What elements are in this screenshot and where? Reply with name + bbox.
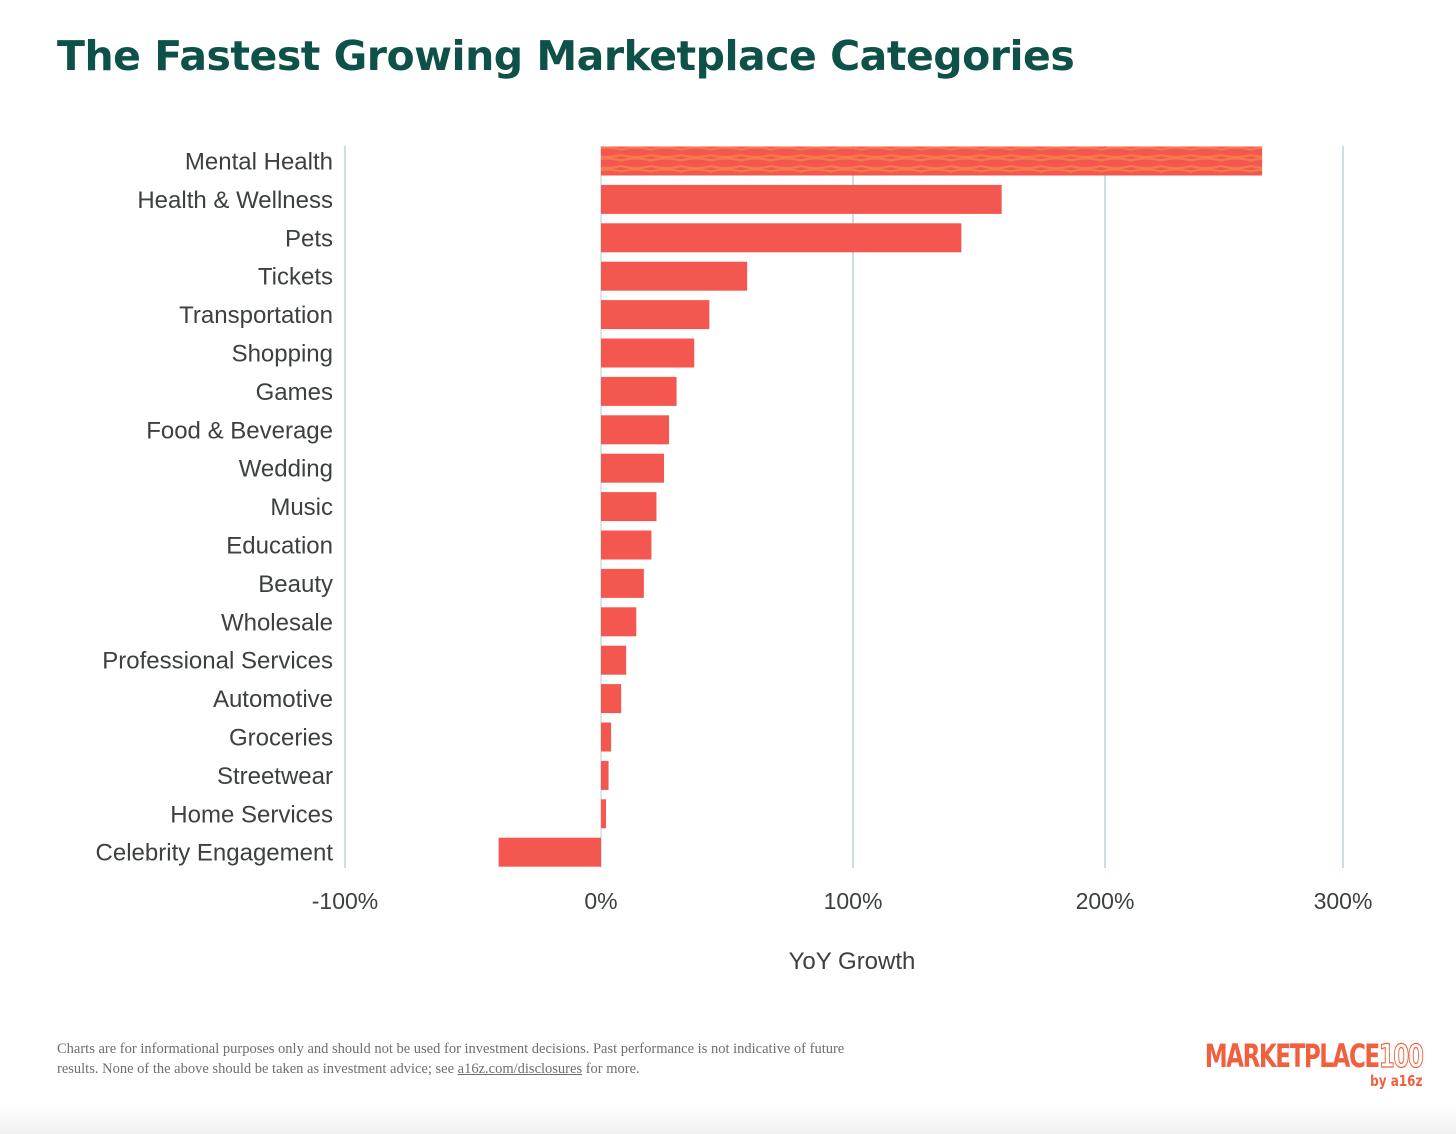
bar-games bbox=[601, 376, 677, 406]
bar-automotive bbox=[601, 684, 622, 714]
logo-word: MARKETPLACE bbox=[1204, 1037, 1379, 1075]
bottom-fade bbox=[0, 1104, 1456, 1134]
x-tick-label-100: 100% bbox=[824, 888, 883, 914]
bar-pets bbox=[601, 223, 962, 253]
marketplace-100-logo: MARKETPLACE100 by a16z bbox=[1120, 1037, 1424, 1090]
bar-professional-services bbox=[601, 645, 627, 675]
category-label-beauty: Beauty bbox=[258, 571, 333, 598]
x-tick-label-200: 200% bbox=[1076, 888, 1135, 914]
disclaimer: Charts are for informational purposes on… bbox=[57, 1039, 887, 1079]
bar-tickets bbox=[601, 261, 748, 291]
disclosures-link[interactable]: a16z.com/disclosures bbox=[457, 1061, 583, 1077]
category-label-home-services: Home Services bbox=[170, 801, 333, 828]
bar-celebrity-engagement bbox=[498, 837, 601, 867]
x-tick-label-0: 0% bbox=[584, 888, 617, 914]
disclaimer-end: for more. bbox=[582, 1061, 640, 1077]
x-tick-label-300: 300% bbox=[1314, 888, 1373, 914]
category-label-games: Games bbox=[256, 379, 333, 406]
bar-streetwear bbox=[601, 760, 609, 790]
category-label-tickets: Tickets bbox=[258, 264, 333, 291]
category-label-pets: Pets bbox=[285, 225, 333, 252]
logo-number: 100 bbox=[1378, 1037, 1424, 1075]
category-label-mental-health: Mental Health bbox=[185, 149, 333, 176]
bar-home-services bbox=[601, 799, 607, 829]
bar-chart: Mental Health Health & Wellness Pets Ticket… bbox=[96, 146, 1373, 975]
x-tick-label-neg100: -100% bbox=[312, 888, 378, 914]
bar-groceries bbox=[601, 722, 612, 752]
category-label-music: Music bbox=[270, 494, 333, 521]
bars bbox=[498, 146, 1263, 867]
category-label-transportation: Transportation bbox=[179, 302, 333, 329]
x-axis-ticks: -100% 0% 100% 200% 300% bbox=[312, 888, 1373, 914]
gridlines bbox=[344, 146, 1344, 868]
category-label-automotive: Automotive bbox=[213, 686, 333, 713]
bar-wholesale bbox=[601, 607, 637, 637]
category-labels: Mental Health Health & Wellness Pets Ticket… bbox=[96, 149, 334, 867]
category-label-streetwear: Streetwear bbox=[217, 763, 333, 790]
category-label-food-and-beverage: Food & Beverage bbox=[146, 417, 333, 444]
category-label-groceries: Groceries bbox=[229, 725, 333, 752]
category-label-wholesale: Wholesale bbox=[221, 609, 333, 636]
category-label-celebrity-engagement: Celebrity Engagement bbox=[96, 840, 334, 867]
category-label-health-and-wellness: Health & Wellness bbox=[137, 187, 333, 214]
bar-health-and-wellness bbox=[601, 184, 1002, 214]
x-axis-title: YoY Growth bbox=[789, 948, 916, 975]
category-label-professional-services: Professional Services bbox=[102, 648, 333, 675]
category-label-wedding: Wedding bbox=[239, 456, 333, 483]
disclaimer-text: Charts are for informational purposes on… bbox=[57, 1041, 845, 1077]
category-label-shopping: Shopping bbox=[232, 341, 333, 368]
bar-music bbox=[601, 492, 657, 522]
chart-title: The Fastest Growing Marketplace Categori… bbox=[57, 32, 1075, 80]
bar-beauty bbox=[601, 568, 644, 598]
bar-transportation bbox=[601, 300, 710, 330]
logo-byline: by a16z bbox=[1369, 1072, 1422, 1090]
bar-shopping bbox=[601, 338, 695, 368]
highlight-bar-pattern bbox=[601, 146, 1263, 173]
category-label-education: Education bbox=[226, 533, 333, 560]
bar-wedding bbox=[601, 453, 664, 483]
bar-education bbox=[601, 530, 652, 560]
logo-wordmark: MARKETPLACE100 bbox=[1204, 1037, 1424, 1075]
bar-food-and-beverage bbox=[601, 415, 670, 445]
